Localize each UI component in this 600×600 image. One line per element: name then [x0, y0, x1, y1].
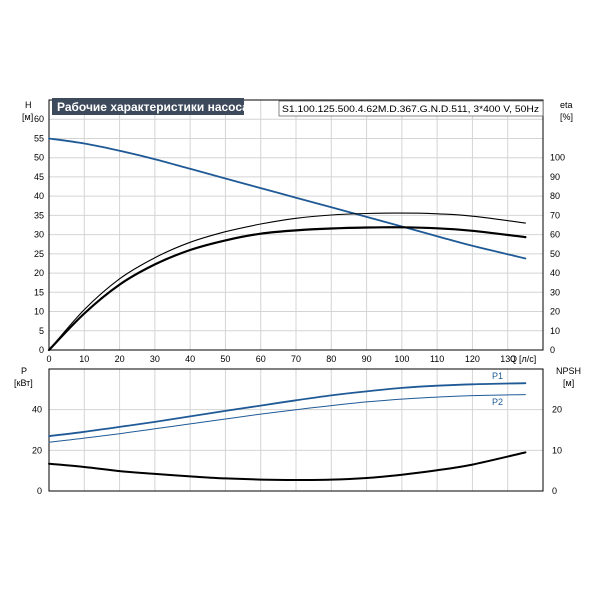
- y-axis-right-label: eta: [560, 100, 573, 110]
- eta-tick-label: 60: [550, 230, 560, 240]
- npsh-tick-label: 10: [552, 445, 562, 455]
- panel-frames: [48, 99, 544, 492]
- x-tick-label: 40: [185, 354, 195, 364]
- chart-series: [47, 137, 527, 481]
- series-line-h: [48, 137, 527, 260]
- chart-title-box: [52, 98, 244, 115]
- h-tick-label: 0: [39, 345, 44, 355]
- x-tick-label: 80: [326, 354, 336, 364]
- eta-tick-label: 30: [550, 287, 560, 297]
- series-line-eta-thin: [48, 212, 526, 351]
- bottom-panel-grid: [48, 369, 543, 492]
- y-axis-left-unit: [м]: [22, 112, 33, 122]
- npsh-axis-label: NPSH: [556, 366, 581, 376]
- y-axis-right-unit: [%]: [560, 112, 573, 122]
- eta-tick-label: 100: [550, 153, 565, 163]
- eta-tick-label: 80: [550, 191, 560, 201]
- power-tick-label: 0: [37, 486, 42, 496]
- bottom-panel-frame: [48, 368, 544, 492]
- h-tick-label: 25: [34, 249, 44, 259]
- h-tick-label: 35: [34, 210, 44, 220]
- eta-tick-label: 10: [550, 326, 560, 336]
- x-tick-label: 60: [256, 354, 266, 364]
- x-tick-label: 70: [291, 354, 301, 364]
- h-tick-label: 55: [34, 133, 44, 143]
- series-line-npsh: [48, 451, 527, 481]
- x-tick-label: 90: [362, 354, 372, 364]
- series-label-p2: P2: [492, 397, 503, 407]
- eta-tick-label: 70: [550, 210, 560, 220]
- eta-tick-label: 0: [550, 345, 555, 355]
- x-tick-label: 110: [430, 354, 444, 364]
- top-panel-grid: [48, 100, 543, 351]
- eta-tick-label: 90: [550, 172, 560, 182]
- power-tick-label: 20: [32, 445, 42, 455]
- series-line-p2: [48, 394, 526, 443]
- chart-title: Рабочие характеристики насоса: [57, 100, 249, 114]
- eta-tick-label: 50: [550, 249, 560, 259]
- y-axis-left-label: H: [25, 100, 32, 110]
- x-tick-label: 100: [394, 354, 409, 364]
- power-axis-label: P: [21, 366, 27, 376]
- h-tick-label: 60: [34, 114, 44, 124]
- x-tick-label: 120: [465, 354, 480, 364]
- series-line-p1: [48, 382, 527, 437]
- x-axis-unit: [л/с]: [519, 354, 536, 364]
- eta-tick-label: 40: [550, 268, 560, 278]
- npsh-tick-label: 20: [552, 405, 562, 415]
- npsh-tick-label: 0: [552, 486, 557, 496]
- h-tick-label: 45: [34, 172, 44, 182]
- x-tick-label: 20: [115, 354, 125, 364]
- model-box: [278, 100, 544, 117]
- h-tick-label: 30: [34, 230, 44, 240]
- h-tick-label: 20: [34, 268, 44, 278]
- top-panel-frame: [48, 99, 544, 351]
- x-tick-label: 0: [46, 354, 51, 364]
- model-designation: S1.100.125.500.4.62M.D.367.G.N.D.511, 3*…: [282, 104, 539, 115]
- x-tick-label: 30: [150, 354, 160, 364]
- x-tick-label: 130: [500, 354, 515, 364]
- x-tick-label: 50: [220, 354, 230, 364]
- h-tick-label: 50: [34, 153, 44, 163]
- h-tick-label: 10: [34, 307, 44, 317]
- power-axis-unit: [кВт]: [14, 378, 33, 388]
- x-tick-label: 10: [79, 354, 89, 364]
- npsh-axis-unit: [м]: [563, 378, 574, 388]
- series-line-eta-thick: [47, 226, 527, 352]
- power-tick-label: 40: [32, 405, 42, 415]
- series-label-p1: P1: [492, 371, 503, 381]
- h-tick-label: 15: [34, 287, 44, 297]
- h-tick-label: 40: [34, 191, 44, 201]
- h-tick-label: 5: [39, 326, 44, 336]
- x-axis-label: Q: [510, 354, 517, 364]
- eta-tick-label: 20: [550, 307, 560, 317]
- axis-tick-labels: 0 10 20 30 40 50 60 70 80 90 100 110 120 130051015202…: [32, 114, 565, 496]
